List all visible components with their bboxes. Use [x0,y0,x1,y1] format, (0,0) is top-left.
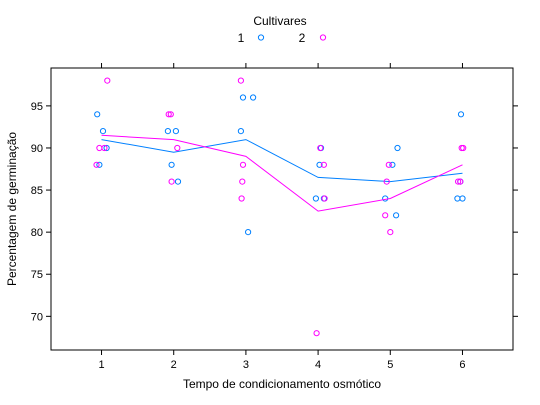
data-point-series-1-13 [316,161,323,168]
legend-title: Cultivares [253,14,306,28]
series-2 [93,77,467,337]
data-point-series-2-7 [174,144,181,152]
data-point-series-2-11 [239,161,247,168]
data-point-series-2-23 [460,144,467,152]
data-point-series-1-9 [239,94,247,101]
data-point-series-2-1 [96,144,103,152]
data-point-series-2-8 [237,77,244,84]
data-point-series-2-0 [93,161,100,168]
x-tick-label-4: 4 [315,359,321,371]
data-point-series-1-1 [99,128,107,135]
x-axis-label: Tempo de condicionamento osmótico [183,377,381,391]
data-point-series-2-14 [320,161,327,168]
data-point-series-2-3 [104,77,111,84]
data-point-series-1-5 [168,161,175,168]
legend-label-series-1: 1 [238,31,245,45]
data-point-series-1-18 [393,212,400,219]
series-line-2 [101,134,463,212]
series-1 [94,94,466,236]
y-tick-label-75: 75 [31,269,43,281]
data-point-series-1-11 [245,229,252,236]
data-point-series-1-7 [174,178,182,185]
legend: Cultivares 1 2 [238,14,327,45]
plot-frame [50,67,514,351]
y-axis: 70 75 80 85 90 95 [31,101,518,323]
data-point-series-2-19 [387,229,394,236]
data-point-series-2-20 [455,178,462,185]
series-line-1 [101,139,463,183]
data-point-series-1-12 [312,195,319,202]
x-tick-label-6: 6 [459,359,465,371]
data-point-series-1-16 [382,195,389,202]
data-point-series-2-4 [165,111,172,118]
data-point-series-1-4 [164,128,171,135]
data-point-series-1-17 [389,161,396,168]
y-tick-label-90: 90 [31,143,43,155]
data-point-series-2-10 [239,178,246,185]
data-point-series-1-3 [103,144,110,152]
data-point-series-2-9 [238,195,245,202]
legend-label-series-2: 2 [299,31,306,45]
data-point-series-2-13 [317,144,324,152]
data-point-series-2-15 [321,195,328,202]
y-tick-label-85: 85 [31,185,43,197]
data-point-series-2-18 [385,161,392,168]
x-tick-label-3: 3 [243,359,249,371]
x-tick-label-2: 2 [171,359,177,371]
legend-marker-series-1 [257,34,265,41]
x-axis: 1 2 3 4 5 6 [98,63,466,371]
y-tick-label-70: 70 [31,311,43,323]
series-layer [93,77,467,337]
data-point-series-2-2 [101,144,108,152]
data-point-series-1-0 [94,111,101,118]
data-point-series-2-5 [167,111,174,118]
data-point-series-1-19 [394,144,401,152]
data-point-series-1-20 [454,195,461,202]
data-point-series-1-2 [96,161,103,168]
data-point-series-2-21 [457,178,464,185]
data-point-series-1-23 [459,195,466,202]
data-point-series-1-8 [237,128,244,135]
x-tick-label-5: 5 [387,359,393,371]
data-point-series-2-6 [168,178,175,185]
y-axis-label: Percentagem de germinação [5,132,19,286]
data-point-series-1-10 [250,94,257,101]
y-tick-label-80: 80 [31,227,43,239]
data-point-series-2-16 [382,212,389,219]
data-point-series-1-22 [457,111,465,118]
x-tick-label-1: 1 [98,359,104,371]
data-point-series-2-12 [313,330,320,337]
legend-marker-series-2 [319,34,327,41]
data-point-series-2-17 [383,178,390,185]
data-point-series-1-6 [172,128,179,135]
y-tick-label-95: 95 [31,101,43,113]
